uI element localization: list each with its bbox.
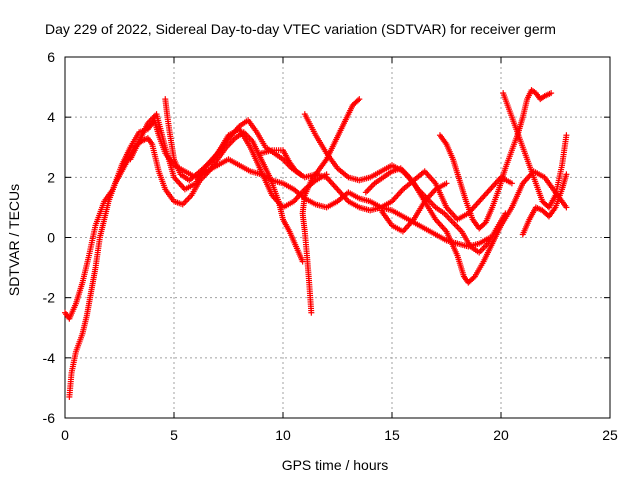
- ticks: 0 5 10 15 20 25 -6 -4 -2 0 2 4 6: [43, 49, 618, 443]
- y-tick-label: 4: [47, 109, 55, 125]
- data-marks: [62, 87, 570, 400]
- y-tick-label: 0: [47, 230, 55, 246]
- data-point: [470, 274, 477, 281]
- data-point: [354, 97, 361, 104]
- y-axis-label: SDTVAR / TECUs: [6, 184, 22, 296]
- x-tick-label: 5: [170, 427, 178, 443]
- data-point: [563, 171, 570, 178]
- data-point: [481, 220, 488, 227]
- data-point: [323, 171, 330, 178]
- data-point: [563, 204, 570, 211]
- y-tick-label: -2: [43, 290, 56, 306]
- y-tick-label: -6: [43, 410, 56, 426]
- x-tick-label: 20: [493, 427, 509, 443]
- data-point: [548, 90, 555, 97]
- data-point: [443, 180, 450, 187]
- data-point: [563, 132, 570, 139]
- x-tick-label: 25: [602, 427, 618, 443]
- x-axis-label: GPS time / hours: [282, 457, 389, 473]
- chart-title: Day 229 of 2022, Sidereal Day-to-day VTE…: [45, 21, 556, 37]
- grid: [65, 57, 610, 418]
- y-tick-label: 2: [47, 169, 55, 185]
- x-tick-label: 10: [275, 427, 291, 443]
- data-point: [356, 96, 363, 103]
- y-tick-label: 6: [47, 49, 55, 65]
- x-tick-label: 0: [61, 427, 69, 443]
- data-point: [508, 180, 515, 187]
- y-tick-label: -4: [43, 350, 56, 366]
- data-point: [502, 210, 509, 217]
- x-tick-label: 15: [384, 427, 400, 443]
